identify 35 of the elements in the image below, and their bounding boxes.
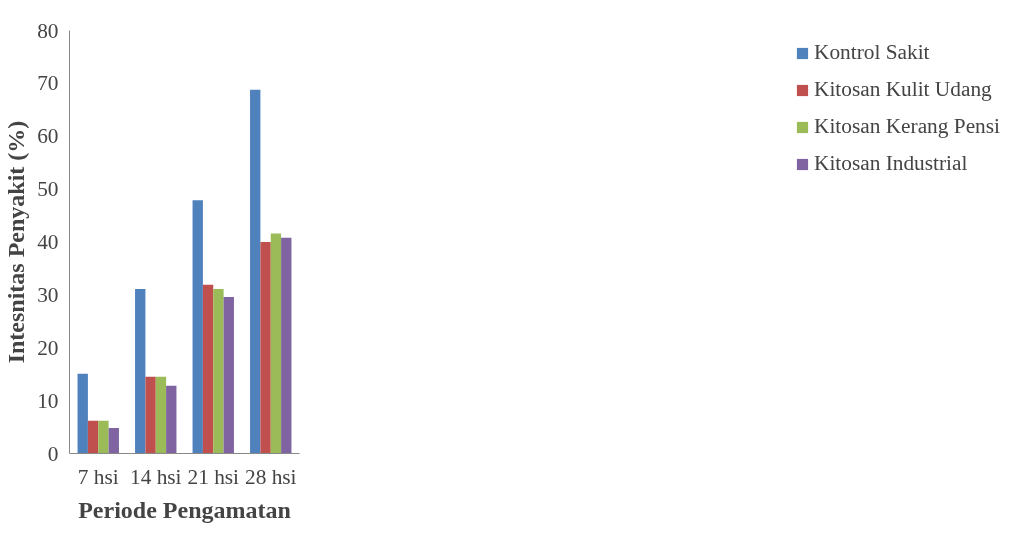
bar (145, 376, 156, 454)
x-tick-label: 7 hsi (77, 464, 119, 489)
bar (260, 242, 271, 454)
y-tick-label: 0 (47, 441, 59, 466)
y-tick-label: 10 (37, 388, 59, 413)
bar (270, 233, 282, 454)
bar (281, 237, 292, 454)
bar (166, 385, 177, 454)
bar (223, 296, 234, 454)
legend-label: Kontrol Sakit (814, 40, 930, 65)
x-tick-label: 14 hsi (129, 464, 182, 489)
y-tick-label: 50 (37, 177, 59, 202)
legend-label: Kitosan Kulit Udang (814, 77, 992, 102)
bar (98, 420, 109, 454)
bar (135, 289, 146, 454)
legend-label: Kitosan Kerang Pensi (814, 114, 1000, 139)
y-tick-label: 40 (37, 230, 59, 254)
bar (155, 376, 167, 454)
y-tick-label: 60 (37, 124, 59, 149)
bar (77, 373, 88, 454)
bar (250, 89, 261, 454)
y-tick-label: 30 (37, 282, 59, 307)
x-tick-label: 28 hsi (244, 464, 297, 489)
x-axis-title: Periode Pengamatan (78, 496, 291, 523)
y-tick-label: 80 (37, 18, 59, 43)
bar (202, 284, 214, 454)
y-tick-label: 70 (37, 71, 59, 96)
bar (192, 200, 203, 454)
bar (213, 289, 224, 454)
x-tick-label: 21 hsi (187, 464, 240, 489)
bar (108, 428, 119, 454)
y-tick-label: 20 (37, 335, 59, 360)
y-axis-title: Intesnitas Penyakit (%) (3, 120, 30, 364)
bar (87, 420, 99, 454)
legend-label: Kitosan Industrial (814, 151, 968, 176)
